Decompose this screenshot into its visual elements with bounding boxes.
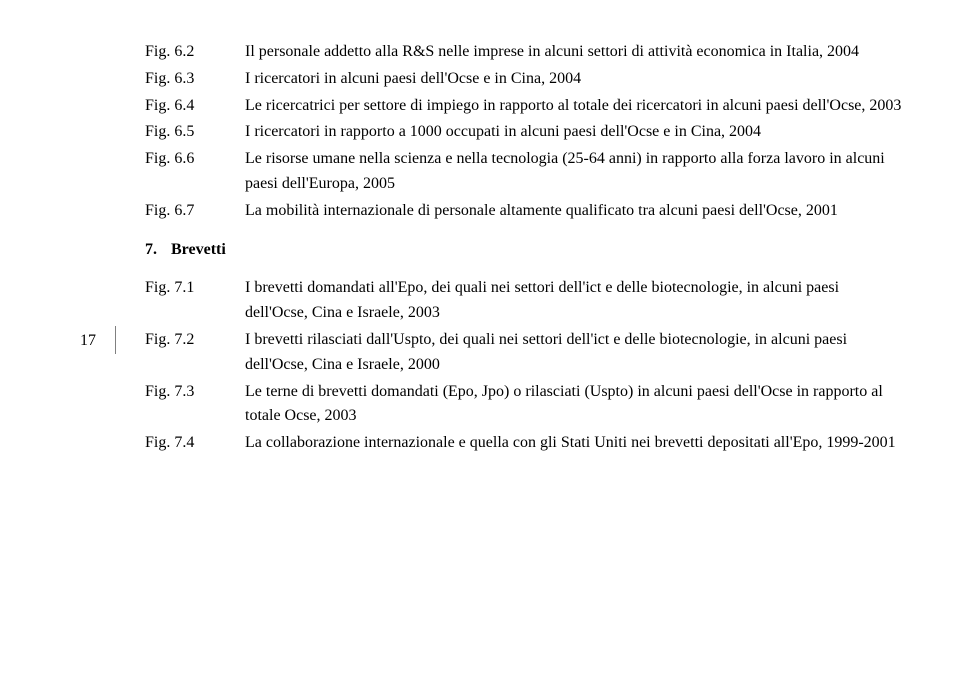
figure-list-section-b: Fig. 7.1 I brevetti domandati all'Epo, d…	[145, 276, 905, 456]
section-title: Brevetti	[171, 238, 226, 263]
list-item: Fig. 6.5 I ricercatori in rapporto a 100…	[145, 120, 905, 145]
list-item: Fig. 6.3 I ricercatori in alcuni paesi d…	[145, 67, 905, 92]
figure-label: Fig. 7.2	[145, 328, 245, 353]
list-item: Fig. 6.7 La mobilità internazionale di p…	[145, 199, 905, 224]
section-header: 7. Brevetti	[145, 238, 905, 263]
list-item: Fig. 7.1 I brevetti domandati all'Epo, d…	[145, 276, 905, 326]
content-area: Fig. 6.2 Il personale addetto alla R&S n…	[145, 40, 905, 470]
figure-description: Le terne di brevetti domandati (Epo, Jpo…	[245, 380, 905, 430]
figure-label: Fig. 6.4	[145, 94, 245, 119]
figure-description: Le risorse umane nella scienza e nella t…	[245, 147, 905, 197]
figure-label: Fig. 6.6	[145, 147, 245, 172]
figure-description: Le ricercatrici per settore di impiego i…	[245, 94, 905, 119]
figure-description: I brevetti domandati all'Epo, dei quali …	[245, 276, 905, 326]
figure-description: I brevetti rilasciati dall'Uspto, dei qu…	[245, 328, 905, 378]
figure-label: Fig. 7.1	[145, 276, 245, 301]
figure-label: Fig. 7.4	[145, 431, 245, 456]
figure-label: Fig. 6.2	[145, 40, 245, 65]
page-number: 17	[80, 332, 96, 350]
list-item: Fig. 6.4 Le ricercatrici per settore di …	[145, 94, 905, 119]
list-item: Fig. 6.6 Le risorse umane nella scienza …	[145, 147, 905, 197]
figure-label: Fig. 6.3	[145, 67, 245, 92]
figure-description: I ricercatori in alcuni paesi dell'Ocse …	[245, 67, 905, 92]
section-number: 7.	[145, 238, 171, 263]
list-item: Fig. 7.3 Le terne di brevetti domandati …	[145, 380, 905, 430]
list-item: Fig. 7.4 La collaborazione internazional…	[145, 431, 905, 456]
list-item: Fig. 7.2 I brevetti rilasciati dall'Uspt…	[145, 328, 905, 378]
figure-description: La mobilità internazionale di personale …	[245, 199, 905, 224]
figure-label: Fig. 6.7	[145, 199, 245, 224]
figure-list-section-a: Fig. 6.2 Il personale addetto alla R&S n…	[145, 40, 905, 224]
figure-description: I ricercatori in rapporto a 1000 occupat…	[245, 120, 905, 145]
figure-label: Fig. 7.3	[145, 380, 245, 405]
figure-description: Il personale addetto alla R&S nelle impr…	[245, 40, 905, 65]
page-divider-line	[115, 326, 116, 354]
figure-description: La collaborazione internazionale e quell…	[245, 431, 905, 456]
figure-label: Fig. 6.5	[145, 120, 245, 145]
list-item: Fig. 6.2 Il personale addetto alla R&S n…	[145, 40, 905, 65]
